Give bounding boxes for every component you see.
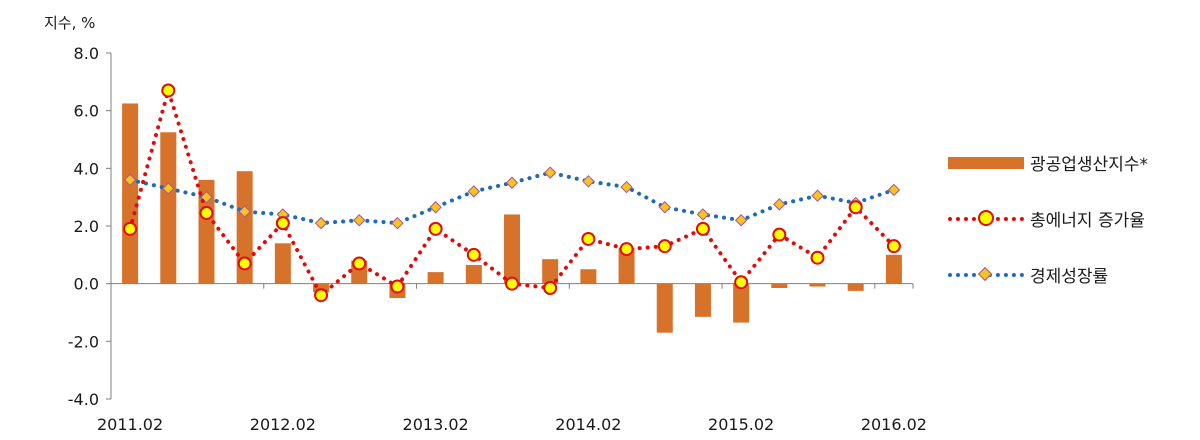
data-point (696, 208, 710, 221)
y-tick-label: -4.0 (68, 390, 99, 409)
y-axis-title: 지수, % (44, 14, 96, 32)
data-point (352, 256, 367, 271)
legend-key-bar (948, 152, 1024, 172)
data-point (734, 275, 749, 290)
data-point (543, 280, 558, 295)
data-point (657, 239, 672, 254)
legend-item-energy-series[interactable]: 총에너지 증가율 (948, 204, 1193, 232)
data-point (237, 256, 252, 271)
bar (542, 259, 559, 284)
x-tick-label: 2013.02 (403, 415, 469, 434)
data-point (582, 175, 595, 188)
data-point (811, 189, 824, 202)
bar (694, 283, 711, 317)
data-point (275, 216, 290, 231)
data-point (123, 173, 137, 187)
legend-label-bar-series: 광공업생산지수* (1030, 154, 1148, 175)
bar (274, 243, 291, 284)
y-tick-label: 4.0 (74, 159, 99, 178)
data-point (887, 183, 901, 197)
bar (198, 179, 215, 284)
data-point (543, 166, 557, 179)
bar (771, 283, 788, 288)
data-point (428, 221, 443, 236)
bar (733, 283, 750, 323)
data-point (314, 288, 329, 303)
x-tick-label: 2014.02 (555, 415, 621, 434)
x-tick-label: 2012.02 (250, 415, 316, 434)
legend-item-growth-series[interactable]: 경제성장률 (948, 260, 1193, 288)
combo-chart: 8.0 6.0 4.0 2.0 0.0 -2.0 -4.0 2011.02 2012.02 201… (68, 44, 927, 434)
data-point (199, 206, 214, 221)
legend-key-energy (948, 208, 1024, 228)
data-point (505, 276, 519, 291)
x-tick-label: 2016.02 (861, 415, 927, 434)
data-point (658, 201, 671, 214)
bar (122, 103, 139, 284)
data-point (466, 247, 481, 262)
data-point (620, 180, 633, 194)
bar (236, 171, 253, 284)
x-tick-label: 2015.02 (708, 415, 774, 434)
legend: 광공업생산지수* 총에너지 증가율 경제성장률 (948, 148, 1193, 316)
data-point (734, 214, 748, 227)
bar (656, 283, 673, 333)
y-tick-label: 0.0 (74, 275, 99, 294)
y-tick-label: -2.0 (68, 332, 99, 351)
data-point (314, 216, 328, 230)
data-point (695, 221, 710, 236)
bar (885, 254, 902, 284)
bar (847, 283, 864, 291)
data-point (772, 227, 787, 242)
bar (504, 214, 520, 284)
bar (580, 269, 597, 284)
data-point (429, 201, 442, 214)
legend-circle-marker-icon (978, 210, 994, 226)
data-point (390, 279, 405, 294)
data-point (581, 231, 596, 246)
bar (427, 272, 444, 284)
data-point (619, 242, 634, 257)
data-point (886, 239, 901, 254)
legend-label-energy-series: 총에너지 증가율 (1030, 210, 1145, 231)
data-point (810, 250, 825, 265)
x-tick-label: 2011.02 (97, 415, 163, 434)
bar (160, 132, 177, 284)
bar (313, 283, 330, 293)
data-point (353, 214, 366, 227)
bar (465, 264, 482, 284)
y-tick-label: 2.0 (74, 217, 99, 236)
legend-bar-swatch (948, 157, 1024, 169)
data-point (773, 198, 786, 211)
bar (809, 283, 826, 287)
data-point (848, 200, 863, 215)
data-point (238, 205, 251, 218)
legend-label-growth-series: 경제성장률 (1030, 266, 1109, 287)
data-point (123, 221, 138, 236)
data-point (467, 185, 481, 198)
legend-key-growth (948, 264, 1024, 284)
data-point (161, 83, 176, 98)
data-point (505, 176, 519, 189)
bar (618, 247, 635, 284)
data-point (162, 182, 175, 195)
y-tick-label: 6.0 (74, 102, 99, 121)
legend-diamond-marker-icon (977, 266, 993, 282)
y-tick-label: 8.0 (74, 44, 99, 63)
data-point (391, 216, 404, 230)
legend-item-bar-series[interactable]: 광공업생산지수* (948, 148, 1193, 176)
